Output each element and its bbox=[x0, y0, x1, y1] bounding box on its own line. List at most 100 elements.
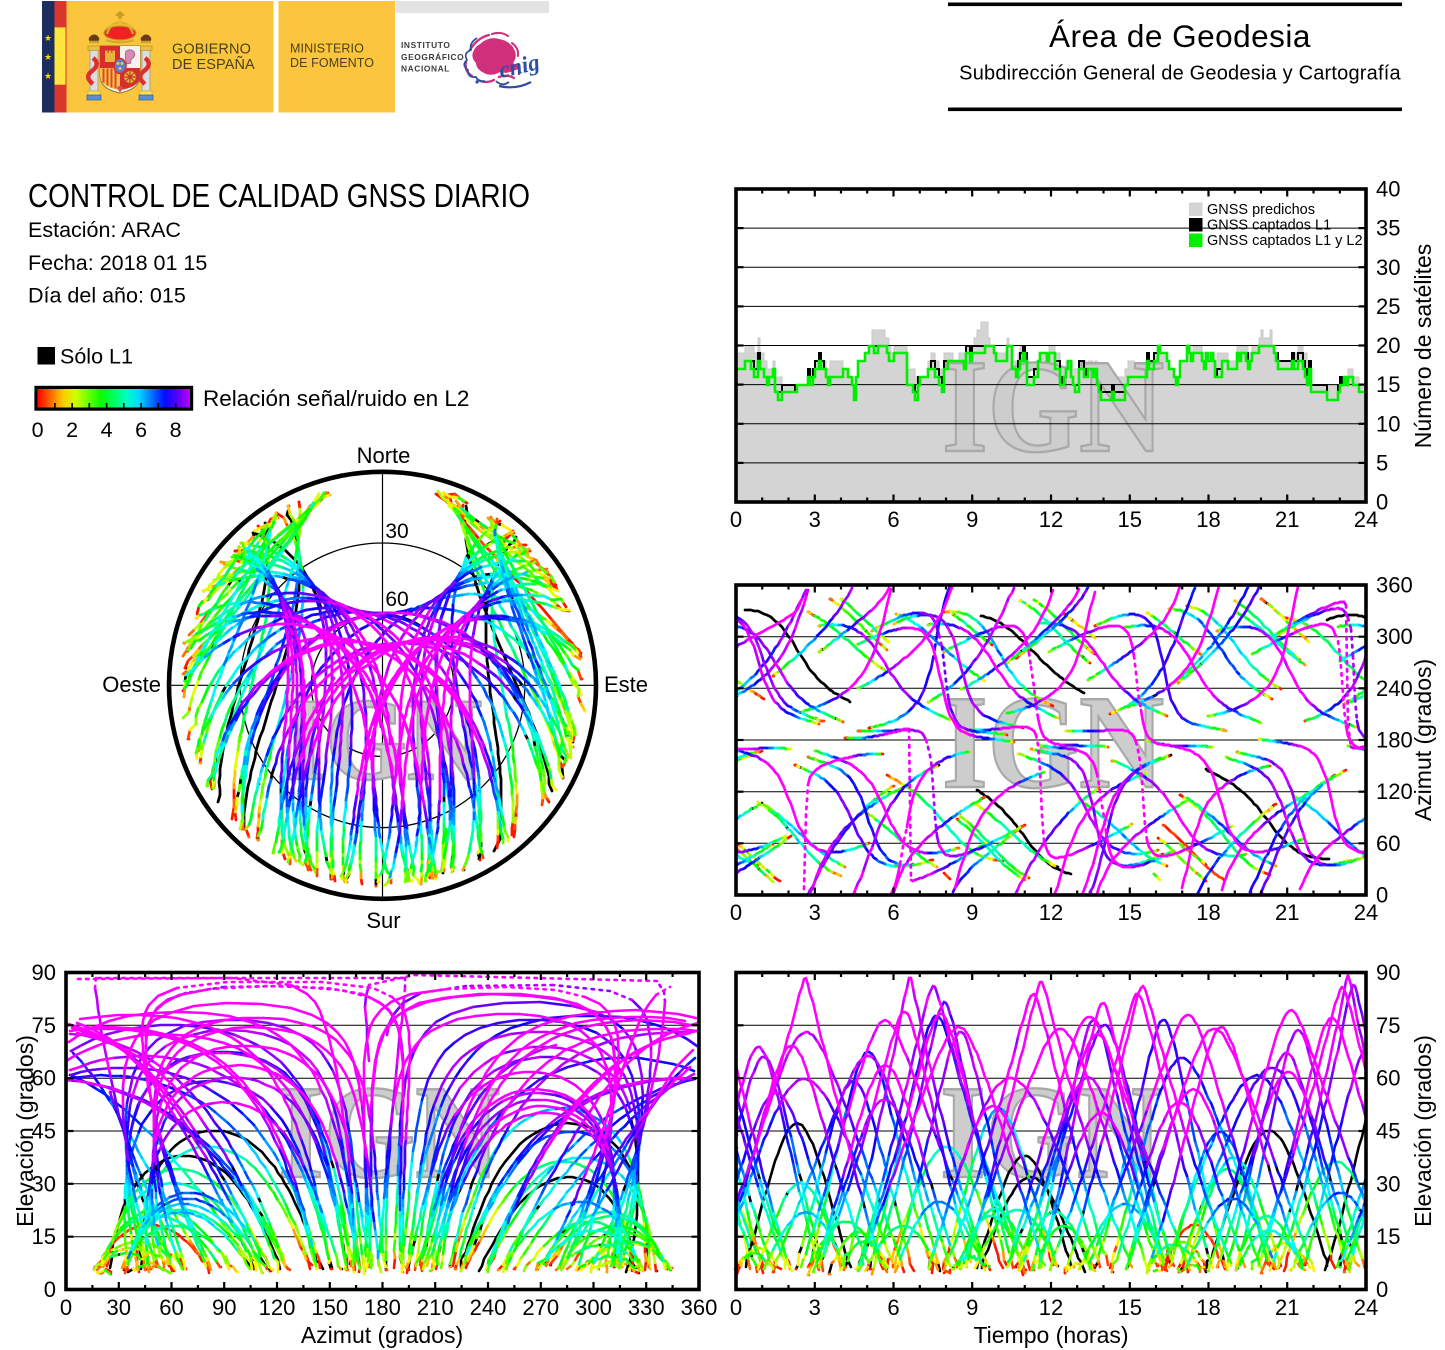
svg-text:Tiempo (horas): Tiempo (horas) bbox=[973, 1322, 1128, 1348]
svg-text:4: 4 bbox=[101, 418, 113, 442]
svg-text:Azimut (grados): Azimut (grados) bbox=[301, 1322, 463, 1348]
svg-text:90: 90 bbox=[1376, 960, 1400, 985]
svg-text:15: 15 bbox=[1376, 372, 1400, 397]
svg-text:0: 0 bbox=[730, 507, 742, 532]
svg-text:60: 60 bbox=[1376, 831, 1400, 856]
svg-text:10: 10 bbox=[1376, 411, 1400, 436]
svg-text:24: 24 bbox=[1354, 507, 1378, 532]
svg-text:Azimut (grados): Azimut (grados) bbox=[1410, 659, 1436, 821]
svg-text:Subdirección General de Geodes: Subdirección General de Geodesia y Carto… bbox=[959, 63, 1401, 85]
svg-text:0: 0 bbox=[60, 1295, 72, 1320]
svg-text:★: ★ bbox=[44, 33, 52, 43]
svg-text:45: 45 bbox=[32, 1119, 56, 1144]
svg-text:9: 9 bbox=[966, 507, 978, 532]
svg-text:DE ESPAÑA: DE ESPAÑA bbox=[172, 56, 255, 73]
svg-text:9: 9 bbox=[966, 1295, 978, 1320]
svg-text:60: 60 bbox=[1376, 1066, 1400, 1091]
svg-text:Relación señal/ruido en L2: Relación señal/ruido en L2 bbox=[203, 386, 469, 411]
svg-text:18: 18 bbox=[1196, 900, 1220, 925]
svg-text:0: 0 bbox=[1376, 1277, 1388, 1302]
svg-text:2: 2 bbox=[66, 418, 78, 442]
svg-text:Área de Geodesia: Área de Geodesia bbox=[1049, 18, 1311, 54]
svg-text:6: 6 bbox=[887, 900, 899, 925]
svg-text:180: 180 bbox=[364, 1295, 401, 1320]
svg-text:0: 0 bbox=[44, 1277, 56, 1302]
svg-text:90: 90 bbox=[212, 1295, 236, 1320]
svg-text:0: 0 bbox=[730, 1295, 742, 1320]
svg-text:★: ★ bbox=[44, 52, 52, 62]
svg-text:15: 15 bbox=[1376, 1224, 1400, 1249]
svg-text:270: 270 bbox=[522, 1295, 559, 1320]
svg-text:Norte: Norte bbox=[357, 443, 411, 468]
svg-text:CONTROL DE CALIDAD GNSS DIARIO: CONTROL DE CALIDAD GNSS DIARIO bbox=[28, 177, 530, 214]
svg-text:9: 9 bbox=[966, 900, 978, 925]
svg-text:5: 5 bbox=[1376, 450, 1388, 475]
svg-text:Este: Este bbox=[604, 672, 648, 697]
svg-text:180: 180 bbox=[1376, 728, 1413, 753]
svg-text:24: 24 bbox=[1354, 1295, 1378, 1320]
svg-text:60: 60 bbox=[159, 1295, 183, 1320]
svg-text:6: 6 bbox=[887, 507, 899, 532]
svg-text:75: 75 bbox=[32, 1013, 56, 1038]
svg-text:Estación: ARAC: Estación: ARAC bbox=[28, 218, 181, 242]
svg-text:150: 150 bbox=[311, 1295, 348, 1320]
svg-text:8: 8 bbox=[170, 418, 182, 442]
svg-text:Día del año: 015: Día del año: 015 bbox=[28, 284, 186, 308]
svg-text:300: 300 bbox=[575, 1295, 612, 1320]
svg-text:0: 0 bbox=[32, 418, 44, 442]
svg-text:GNSS captados L1 y L2: GNSS captados L1 y L2 bbox=[1207, 233, 1363, 249]
svg-text:30: 30 bbox=[107, 1295, 131, 1320]
svg-text:18: 18 bbox=[1196, 507, 1220, 532]
svg-text:360: 360 bbox=[1376, 573, 1413, 598]
svg-text:IGN: IGN bbox=[942, 332, 1164, 480]
svg-text:60: 60 bbox=[32, 1066, 56, 1091]
svg-text:120: 120 bbox=[259, 1295, 296, 1320]
svg-text:30: 30 bbox=[32, 1171, 56, 1196]
svg-text:21: 21 bbox=[1275, 507, 1299, 532]
svg-text:6: 6 bbox=[135, 418, 147, 442]
svg-text:40: 40 bbox=[1376, 177, 1400, 202]
svg-text:30: 30 bbox=[1376, 1171, 1400, 1196]
svg-text:0: 0 bbox=[1376, 490, 1388, 515]
svg-text:210: 210 bbox=[417, 1295, 454, 1320]
svg-text:20: 20 bbox=[1376, 333, 1400, 358]
svg-text:120: 120 bbox=[1376, 779, 1413, 804]
svg-text:45: 45 bbox=[1376, 1119, 1400, 1144]
svg-text:3: 3 bbox=[809, 1295, 821, 1320]
svg-text:12: 12 bbox=[1039, 507, 1063, 532]
svg-text:Número de satélites: Número de satélites bbox=[1410, 244, 1436, 449]
svg-text:75: 75 bbox=[1376, 1013, 1400, 1038]
svg-text:21: 21 bbox=[1275, 900, 1299, 925]
svg-text:INSTITUTO: INSTITUTO bbox=[401, 40, 450, 50]
svg-text:Elevación (grados): Elevación (grados) bbox=[12, 1035, 38, 1227]
svg-text:12: 12 bbox=[1039, 1295, 1063, 1320]
svg-text:GEOGRÁFICO: GEOGRÁFICO bbox=[401, 51, 464, 62]
svg-text:12: 12 bbox=[1039, 900, 1063, 925]
svg-text:Sólo L1: Sólo L1 bbox=[60, 345, 133, 369]
svg-text:15: 15 bbox=[1118, 507, 1142, 532]
svg-text:360: 360 bbox=[681, 1295, 718, 1320]
svg-text:60: 60 bbox=[385, 588, 408, 611]
svg-text:Fecha: 2018 01 15: Fecha: 2018 01 15 bbox=[28, 251, 207, 275]
svg-text:21: 21 bbox=[1275, 1295, 1299, 1320]
svg-text:DE FOMENTO: DE FOMENTO bbox=[290, 56, 374, 70]
svg-text:GNSS captados L1: GNSS captados L1 bbox=[1207, 218, 1331, 234]
svg-text:NACIONAL: NACIONAL bbox=[401, 64, 450, 74]
svg-text:300: 300 bbox=[1376, 624, 1413, 649]
svg-text:24: 24 bbox=[1354, 900, 1378, 925]
svg-text:30: 30 bbox=[1376, 255, 1400, 280]
svg-text:Sur: Sur bbox=[366, 908, 400, 933]
svg-text:GNSS predichos: GNSS predichos bbox=[1207, 202, 1315, 218]
svg-text:330: 330 bbox=[628, 1295, 665, 1320]
svg-text:MINISTERIO: MINISTERIO bbox=[290, 42, 364, 56]
svg-text:3: 3 bbox=[809, 900, 821, 925]
svg-text:0: 0 bbox=[1376, 883, 1388, 908]
svg-text:90: 90 bbox=[32, 960, 56, 985]
svg-text:30: 30 bbox=[385, 520, 408, 543]
svg-text:3: 3 bbox=[809, 507, 821, 532]
svg-text:25: 25 bbox=[1376, 294, 1400, 319]
svg-text:15: 15 bbox=[1118, 900, 1142, 925]
svg-text:240: 240 bbox=[1376, 676, 1413, 701]
svg-text:0: 0 bbox=[730, 900, 742, 925]
svg-text:240: 240 bbox=[470, 1295, 507, 1320]
